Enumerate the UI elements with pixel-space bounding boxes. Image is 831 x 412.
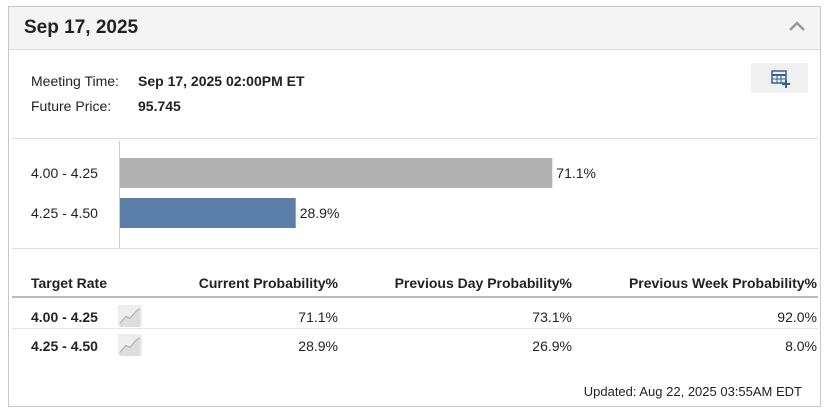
column-header: Target Rate [31,275,107,291]
column-header: Previous Week Probability% [628,275,817,291]
divider [12,138,818,139]
table-button[interactable] [751,63,808,93]
updated-text: Updated: Aug 22, 2025 03:55AM EDT [583,384,802,399]
collapse-icon[interactable] [788,20,806,32]
column-header: Previous Day Probability% [394,275,572,291]
rate-cell: 4.00 - 4.25 [31,309,98,325]
bar [120,158,553,188]
column-header: Current Probability% [198,275,338,291]
history-chart-button[interactable] [118,305,142,327]
probability-cell: 73.1% [532,309,572,325]
panel-header[interactable] [9,7,820,50]
probability-cell: 28.9% [298,338,338,354]
bar [120,198,296,228]
bar-value-label: 28.9% [300,205,340,221]
probability-cell: 8.0% [785,338,817,354]
future-price-value: 95.745 [138,98,181,114]
divider [12,248,818,249]
chart: 4.00 - 4.25 71.1% 4.25 - 4.50 28.9% [31,141,596,248]
probability-cell: 71.1% [298,309,338,325]
row-divider [12,328,818,329]
category-label: 4.00 - 4.25 [31,165,98,181]
panel-title: Sep 17, 2025 [24,17,139,38]
category-label: 4.25 - 4.50 [31,205,98,221]
meeting-time-label: Meeting Time: [31,73,119,89]
panel [8,6,821,407]
bar-value-label: 71.1% [556,165,596,181]
rate-cell: 4.25 - 4.50 [31,338,98,354]
history-chart-button[interactable] [118,334,142,356]
future-price-label: Future Price: [31,98,112,114]
table-header-rule [12,296,818,298]
meeting-time-value: Sep 17, 2025 02:00PM ET [138,73,305,89]
table-icon [771,70,790,88]
probability-cell: 92.0% [777,309,817,325]
probability-cell: 26.9% [532,338,572,354]
